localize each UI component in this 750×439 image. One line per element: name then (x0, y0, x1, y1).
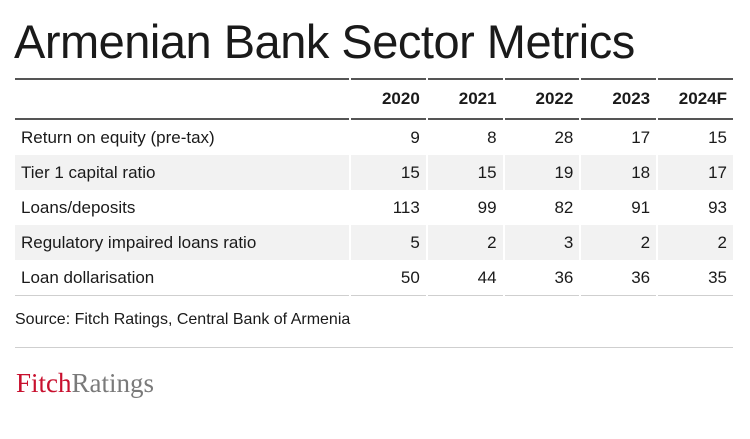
table-cell: 50 (351, 260, 426, 296)
page-title: Armenian Bank Sector Metrics (14, 15, 635, 68)
table-cell: 36 (581, 260, 657, 296)
table-row: Loan dollarisation 50 44 36 36 35 (15, 260, 733, 296)
table-cell: 15 (351, 155, 426, 190)
table-cell: 36 (504, 260, 580, 296)
header-metric (15, 78, 350, 120)
table-cell: 8 (487, 127, 497, 147)
source-note: Source: Fitch Ratings, Central Bank of A… (15, 311, 351, 328)
table-cell: 82 (554, 197, 574, 217)
header-year: 2021 (427, 78, 503, 120)
table-cell: 18 (581, 155, 657, 190)
row-label: Return on equity (pre-tax) (21, 127, 215, 147)
logo-ratings-text: Ratings (71, 368, 155, 398)
table-cell: 91 (631, 197, 651, 217)
table-row: Loans/deposits 113 99 82 91 93 (15, 190, 733, 225)
metrics-table-container: 2020 2021 2022 2023 2024F Return on equi… (15, 78, 733, 296)
header-year: 2023 (581, 78, 657, 120)
metrics-table: 2020 2021 2022 2023 2024F Return on equi… (13, 78, 735, 296)
row-label: Loan dollarisation (15, 260, 350, 296)
table-row: Tier 1 capital ratio 15 15 19 18 17 (15, 155, 733, 190)
table-cell: 2 (427, 225, 503, 260)
table-cell: 113 (392, 197, 420, 217)
table-cell: 99 (477, 197, 497, 217)
table-row: Regulatory impaired loans ratio 5 2 3 2 … (15, 225, 733, 260)
table-cell: 19 (504, 155, 580, 190)
table-cell: 15 (708, 127, 727, 147)
divider (15, 347, 733, 348)
table-cell: 35 (658, 260, 733, 296)
row-label: Regulatory impaired loans ratio (15, 225, 350, 260)
table-cell: 3 (504, 225, 580, 260)
table-cell: 5 (351, 225, 426, 260)
table-cell: 15 (427, 155, 503, 190)
logo-fitch-text: Fitch (16, 368, 72, 398)
row-label: Tier 1 capital ratio (15, 155, 350, 190)
table-cell: 9 (410, 127, 420, 147)
table-cell: 2 (658, 225, 733, 260)
table-cell: 2 (581, 225, 657, 260)
row-label: Loans/deposits (21, 197, 136, 217)
header-year: 2024F (658, 78, 733, 120)
table-cell: 28 (554, 127, 574, 147)
fitch-ratings-logo: FitchRatings (16, 366, 154, 400)
table-cell: 17 (631, 127, 651, 147)
header-year: 2022 (504, 78, 580, 120)
table-header-row: 2020 2021 2022 2023 2024F (15, 78, 733, 120)
table-row: Return on equity (pre-tax) 9 8 28 17 15 (15, 120, 733, 155)
header-year: 2020 (351, 78, 426, 120)
table-cell: 17 (658, 155, 733, 190)
table-cell: 44 (427, 260, 503, 296)
table-cell: 93 (708, 197, 727, 217)
